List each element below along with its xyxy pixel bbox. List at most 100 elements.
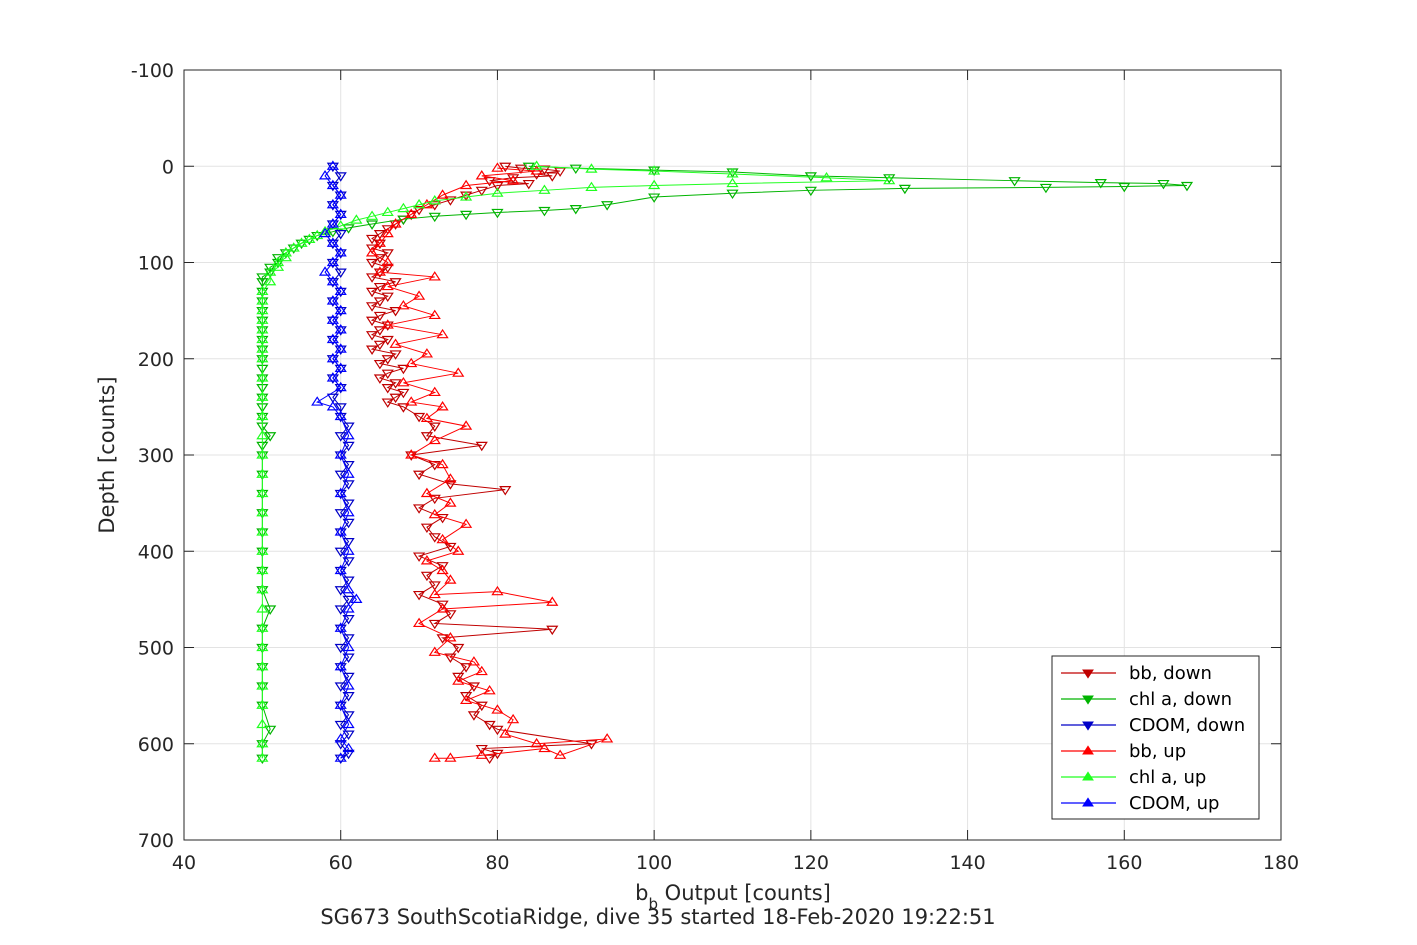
data-point (334, 740, 347, 750)
data-point (334, 526, 347, 536)
y-tick-label: -100 (131, 60, 174, 82)
data-point (585, 181, 598, 192)
data-point (381, 355, 394, 365)
data-point (256, 468, 269, 478)
data-point (334, 403, 347, 413)
data-point (342, 576, 355, 586)
data-point (373, 326, 386, 336)
data-point (334, 208, 347, 218)
x-tick-label: 100 (636, 852, 672, 874)
data-point (334, 487, 347, 498)
data-point (444, 653, 457, 663)
data-point (342, 595, 355, 606)
data-point (326, 372, 339, 382)
data-point (365, 258, 379, 269)
data-point (506, 174, 520, 184)
data-point (326, 258, 339, 269)
data-point (883, 174, 896, 185)
data-point (334, 622, 347, 632)
data-point (373, 297, 386, 307)
data-point (256, 429, 269, 440)
data-point (389, 393, 402, 404)
data-point (381, 384, 394, 394)
data-point (428, 422, 441, 432)
data-point (342, 441, 355, 452)
data-point (334, 660, 347, 671)
data-point (405, 210, 418, 221)
caption: SG673 SouthScotiaRidge, dive 35 started … (320, 905, 995, 929)
data-point (514, 164, 528, 175)
data-point (522, 179, 535, 190)
data-point (256, 304, 269, 315)
data-point (538, 184, 551, 194)
data-point (381, 263, 394, 274)
data-point (334, 720, 347, 731)
data-point (334, 682, 347, 692)
data-point (459, 694, 473, 705)
data-point (326, 275, 339, 286)
data-point (334, 470, 347, 481)
data-point (546, 596, 559, 606)
data-point (412, 412, 426, 423)
data-point (334, 643, 347, 654)
data-point (342, 634, 355, 644)
data-point (373, 230, 386, 240)
y-tick-label: 700 (138, 830, 174, 852)
data-point (365, 302, 379, 312)
data-point (420, 432, 434, 442)
data-point (412, 198, 426, 209)
data-point (389, 307, 402, 317)
data-point (381, 249, 394, 259)
data-point (373, 266, 386, 276)
data-point (271, 261, 285, 271)
data-point (334, 343, 347, 353)
data-point (287, 244, 300, 254)
data-point (1094, 179, 1107, 189)
data-point (898, 184, 911, 195)
data-point (412, 290, 426, 300)
data-point (428, 494, 441, 505)
data-point (342, 718, 355, 729)
data-point (334, 247, 347, 257)
data-point (334, 752, 347, 762)
y-tick-label: 400 (138, 541, 174, 563)
y-tick-label: 0 (162, 156, 174, 178)
series-2 (326, 162, 355, 765)
data-point (459, 692, 473, 702)
data-point (428, 386, 441, 397)
data-point (436, 600, 449, 611)
data-point (311, 229, 324, 240)
data-point (538, 206, 551, 217)
data-point (334, 699, 347, 709)
data-point (436, 458, 449, 469)
data-point (491, 208, 504, 219)
y-tick-label: 100 (138, 253, 174, 275)
data-point (264, 432, 277, 442)
data-point (334, 324, 347, 334)
data-point (381, 369, 394, 380)
data-point (256, 352, 269, 363)
data-point (1008, 177, 1021, 187)
y-tick-label: 200 (138, 349, 174, 371)
data-point (326, 355, 339, 365)
data-point (522, 162, 535, 173)
data-point (436, 634, 449, 644)
data-point (491, 585, 504, 596)
data-point (326, 181, 339, 192)
data-point (475, 665, 488, 676)
series-4 (256, 160, 896, 762)
data-point (1118, 182, 1131, 193)
data-point (334, 528, 347, 538)
y-tick-label: 300 (138, 445, 174, 467)
data-point (452, 367, 465, 377)
data-point (381, 292, 394, 303)
data-point (569, 205, 582, 215)
data-point (381, 206, 394, 217)
data-point (256, 545, 269, 555)
data-point (483, 754, 496, 765)
data-point (428, 581, 441, 591)
data-point (365, 234, 379, 245)
data-point (334, 449, 347, 459)
data-point (648, 165, 661, 175)
data-point (428, 461, 441, 471)
